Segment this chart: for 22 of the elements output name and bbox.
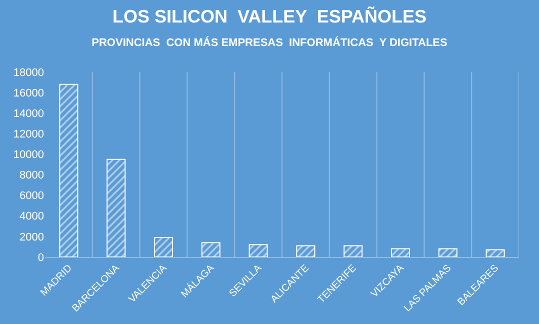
bar — [154, 236, 174, 257]
bar — [344, 245, 363, 257]
chart-title: LOS SILICON VALLEY ESPAÑOLES — [112, 6, 427, 27]
bar — [106, 158, 126, 257]
y-tick-label: 10000 — [13, 149, 44, 162]
y-tick-label: 6000 — [20, 190, 44, 202]
y-tick-label: 18000 — [13, 66, 44, 79]
bar — [59, 84, 78, 257]
y-tick-label: 2000 — [20, 231, 44, 244]
bar — [248, 244, 268, 257]
chart-subtitle: PROVINCIAS CON MÁS EMPRESAS INFORMÁTICAS Y DIGITALES — [92, 36, 448, 50]
y-tick-label: 8000 — [20, 170, 44, 182]
bar — [296, 245, 316, 257]
y-tick-label: 16000 — [13, 87, 44, 100]
y-tick-label: 12000 — [13, 128, 44, 141]
bar — [438, 248, 458, 257]
bar — [201, 242, 220, 257]
y-tick-label: 0 — [38, 252, 44, 264]
bar — [390, 248, 410, 257]
bar — [486, 249, 505, 257]
y-tick-label: 4000 — [20, 210, 44, 223]
y-tick-label: 14000 — [13, 108, 44, 120]
